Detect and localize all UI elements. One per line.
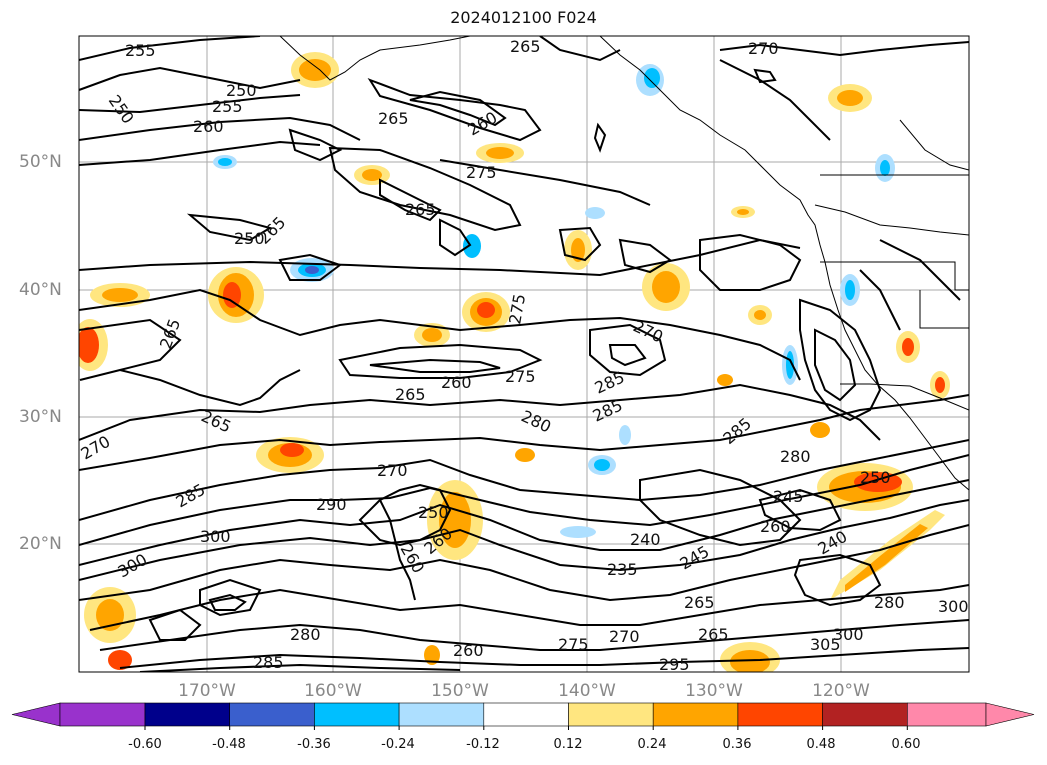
contour-label: 260 <box>193 117 224 136</box>
contour-label: 240 <box>630 530 661 549</box>
lon-label-120w: 120°W <box>812 681 870 701</box>
contour-label: 275 <box>558 635 589 654</box>
colorbar-tick-label: 0.60 <box>891 737 921 752</box>
contour-label: 265 <box>378 109 409 128</box>
contour-label: 280 <box>290 625 321 644</box>
map-panel: 255 250 250 255 260 265 265 260 265 265 … <box>78 35 970 674</box>
contour-label: 270 <box>609 627 640 646</box>
contour-label: 250 <box>418 503 449 522</box>
contour-label: 280 <box>780 447 811 466</box>
colorbar-tick-label: -0.48 <box>212 737 246 752</box>
contour-label: 250 <box>860 468 891 487</box>
contour-label: 265 <box>698 625 729 644</box>
colorbar-segment <box>568 702 654 727</box>
contour-label: 250 <box>234 229 265 248</box>
contour-label: 305 <box>810 635 841 654</box>
lon-label-150w: 150°W <box>431 681 489 701</box>
contour-lines <box>79 36 969 672</box>
contour-label: 300 <box>200 527 231 546</box>
colorbar-segment <box>652 702 739 727</box>
colorbar-tick-label: 0.36 <box>722 737 752 752</box>
colorbar-segment <box>144 702 230 727</box>
graticule <box>79 36 969 672</box>
contour-label: 300 <box>833 625 864 644</box>
colorbar-tick-label: -0.12 <box>466 737 500 752</box>
colorbar-tick-label: 0.48 <box>806 737 836 752</box>
contour-label: 280 <box>874 593 905 612</box>
lat-label-30n: 30°N <box>19 407 62 427</box>
lat-label-50n: 50°N <box>19 152 62 172</box>
colorbar-tick-label: -0.24 <box>381 737 415 752</box>
contour-label: 245 <box>773 487 804 506</box>
contour-label: 260 <box>441 373 472 392</box>
lon-label-140w: 140°W <box>558 681 616 701</box>
lat-label-20n: 20°N <box>19 534 62 554</box>
colorbar-tick-label: 0.12 <box>553 737 583 752</box>
contour-label: 265 <box>405 200 436 219</box>
contour-label: 285 <box>253 653 284 672</box>
contour-label: 265 <box>395 385 426 404</box>
lon-label-130w: 130°W <box>685 681 743 701</box>
contour-label: 265 <box>684 593 715 612</box>
colorbar-segment <box>398 702 485 727</box>
contour-label: 250 <box>226 81 257 100</box>
map-title: 2024012100 F024 <box>450 8 597 27</box>
colorbar-tick-label: -0.36 <box>297 737 331 752</box>
contour-label: 260 <box>760 517 791 536</box>
contour-label: 300 <box>938 597 969 616</box>
contour-label: 275 <box>505 367 536 386</box>
colorbar-segment <box>59 702 146 727</box>
coastlines <box>279 36 969 491</box>
colorbar-segment <box>906 702 987 727</box>
contour-label: 260 <box>453 641 484 660</box>
contour-label: 270 <box>748 39 779 58</box>
contour-label: 295 <box>659 655 690 674</box>
colorbar-segment <box>822 702 908 727</box>
lat-label-40n: 40°N <box>19 280 62 300</box>
colorbar-tick-label: -0.60 <box>128 737 162 752</box>
colorbar-tick-label: 0.24 <box>637 737 667 752</box>
colorbar-segment <box>229 702 315 727</box>
colorbar-segment <box>737 702 823 727</box>
colorbar-segment <box>314 702 400 727</box>
contour-label: 275 <box>466 163 497 182</box>
contour-label: 265 <box>510 37 541 56</box>
contour-label: 290 <box>316 495 347 514</box>
colorbar-segment <box>483 702 569 727</box>
map-background <box>79 36 969 672</box>
lon-label-170w: 170°W <box>178 681 236 701</box>
contour-label: 255 <box>125 41 156 60</box>
colorbar-extend-min <box>11 702 61 727</box>
contour-label: 235 <box>607 560 638 579</box>
map-frame <box>78 35 970 673</box>
colorbar-extend-max <box>985 702 1035 727</box>
contour-label: 255 <box>212 97 243 116</box>
contour-label: 270 <box>377 461 408 480</box>
lon-label-160w: 160°W <box>304 681 362 701</box>
